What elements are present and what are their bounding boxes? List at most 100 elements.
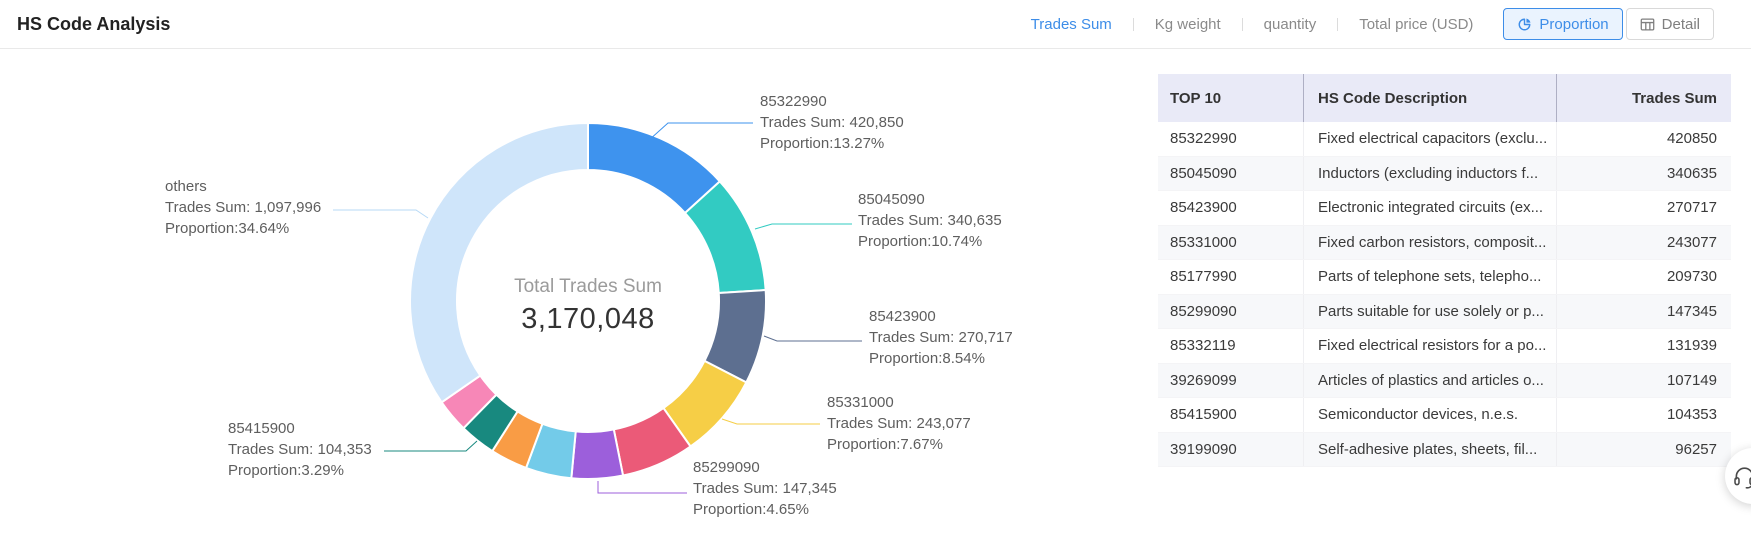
hs-code-cell: 85177990 (1158, 260, 1304, 294)
description-cell: Articles of plastics and articles o... (1304, 363, 1557, 397)
pie-callout-proportion: Proportion:4.65% (693, 501, 809, 518)
column-header-trades-sum: Trades Sum (1631, 89, 1717, 107)
pie-callout-value: Trades Sum: 1,097,996 (165, 199, 322, 216)
hs-code-cell: 85045090 (1158, 156, 1304, 190)
pie-callout-proportion: Proportion:7.67% (827, 436, 943, 453)
pie-chart-icon (1519, 18, 1531, 30)
pie-callout-proportion: Proportion:8.54% (869, 350, 985, 367)
donut-center-label: Total Trades Sum 3,170,048 (514, 276, 662, 336)
hs-code-cell: 85322990 (1158, 122, 1304, 156)
column-header-top10: TOP 10 (1158, 74, 1304, 122)
trades-sum-cell: 107149 (1666, 371, 1717, 389)
trades-sum-cell: 96257 (1675, 440, 1717, 458)
description-cell: Self-adhesive plates, sheets, fil... (1304, 432, 1557, 466)
pie-callout-value: Trades Sum: 147,345 (693, 480, 837, 497)
table-icon (1640, 18, 1654, 30)
trades-sum-cell: 104353 (1666, 406, 1717, 424)
pie-callout-name: 85331000 (827, 394, 894, 411)
hs-code-cell: 39199090 (1158, 432, 1304, 466)
page-header: HS Code Analysis Trades Sum Kg weight qu… (0, 0, 1751, 48)
hs-code-cell: 85331000 (1158, 225, 1304, 259)
pie-callout-value: Trades Sum: 270,717 (869, 329, 1013, 346)
pie-leader-85331000 (721, 418, 820, 425)
pie-callout-name: 85322990 (760, 93, 827, 110)
table-row[interactable]: 85415900 Semiconductor devices, n.e.s. 104… (1158, 398, 1731, 433)
metric-tab-total-price[interactable]: Total price (USD) (1359, 15, 1474, 33)
description-cell: Fixed carbon resistors, composit... (1304, 225, 1557, 259)
pie-leader-others (333, 209, 429, 219)
pie-callout-name: others (165, 178, 207, 195)
pie-callout-85331000: 85331000 Trades Sum: 243,077 Proportion:7.… (827, 392, 971, 455)
page-title: HS Code Analysis (17, 13, 171, 34)
description-cell: Inductors (excluding inductors f... (1304, 156, 1557, 190)
header-divider (0, 48, 1751, 49)
description-cell: Fixed electrical capacitors (exclu... (1304, 122, 1557, 156)
pie-leader-85415900 (384, 440, 478, 452)
pie-callout-85322990: 85322990 Trades Sum: 420,850 Proportion:13… (760, 91, 904, 154)
headset-icon (1734, 466, 1751, 489)
description-cell: Parts of telephone sets, telepho... (1304, 260, 1557, 294)
metric-tab-trades-sum[interactable]: Trades Sum (1030, 15, 1112, 33)
detail-button[interactable]: Detail (1625, 8, 1714, 40)
table-row[interactable]: 39199090 Self-adhesive plates, sheets, fi… (1158, 432, 1731, 467)
trades-sum-cell: 420850 (1666, 130, 1717, 148)
description-cell: Fixed electrical resistors for a po... (1304, 329, 1557, 363)
pie-callout-value: Trades Sum: 340,635 (858, 212, 1002, 229)
pie-leader-85045090 (754, 223, 852, 230)
nav-separator (1337, 17, 1339, 31)
pie-callout-proportion: Proportion:13.27% (760, 135, 885, 152)
pie-callout-name: 85423900 (869, 308, 936, 325)
hs-code-cell: 85423900 (1158, 191, 1304, 225)
pie-callout-value: Trades Sum: 243,077 (827, 415, 971, 432)
proportion-button-label: Proportion (1539, 15, 1609, 33)
donut-center-value: 3,170,048 (521, 303, 655, 335)
table-row[interactable]: 85332119 Fixed electrical resistors for a… (1158, 329, 1731, 364)
hs-code-cell: 85332119 (1158, 329, 1304, 363)
table-body: 85322990 Fixed electrical capacitors (exc… (1158, 122, 1731, 467)
nav-separator (1132, 17, 1134, 31)
pie-leader-85322990 (647, 122, 753, 142)
table-row[interactable]: 85045090 Inductors (excluding inductors f… (1158, 156, 1731, 191)
trades-sum-cell: 340635 (1666, 164, 1717, 182)
column-header-description: HS Code Description (1304, 74, 1557, 122)
pie-callout-value: Trades Sum: 420,850 (760, 114, 904, 131)
top10-table: TOP 10 HS Code Description Trades Sum 85… (1158, 74, 1731, 467)
detail-button-label: Detail (1661, 15, 1700, 33)
donut-center-title: Total Trades Sum (514, 276, 662, 297)
table-row[interactable]: 85423900 Electronic integrated circuits (… (1158, 191, 1731, 226)
metric-nav: Trades Sum Kg weight quantity Total pric… (1031, 0, 1714, 48)
proportion-button[interactable]: Proportion (1503, 8, 1623, 40)
pie-slice-others[interactable] (409, 122, 589, 404)
hs-code-cell: 39269099 (1158, 363, 1304, 397)
table-row[interactable]: 39269099 Articles of plastics and article… (1158, 363, 1731, 398)
pie-callout-proportion: Proportion:10.74% (858, 233, 983, 250)
pie-slice-85299090[interactable] (570, 428, 625, 480)
trades-sum-cell: 147345 (1666, 302, 1717, 320)
table-row[interactable]: 85331000 Fixed carbon resistors, composit… (1158, 225, 1731, 260)
pie-callout-85415900: 85415900 Trades Sum: 104,353 Proportion:3.… (228, 418, 372, 481)
metric-tab-quantity[interactable]: quantity (1263, 15, 1317, 33)
trades-sum-cell: 270717 (1666, 199, 1717, 217)
pie-leader-85299090 (597, 481, 687, 494)
view-toggle-group: Proportion Detail (1503, 8, 1714, 40)
table-row[interactable]: 85322990 Fixed electrical capacitors (exc… (1158, 122, 1731, 157)
description-cell: Parts suitable for use solely or p... (1304, 294, 1557, 328)
metric-tab-kg-weight[interactable]: Kg weight (1154, 15, 1221, 33)
table-row[interactable]: 85299090 Parts suitable for use solely or… (1158, 294, 1731, 329)
hs-code-cell: 85415900 (1158, 398, 1304, 432)
pie-callout-85299090: 85299090 Trades Sum: 147,345 Proportion:4.… (693, 457, 837, 520)
pie-callout-value: Trades Sum: 104,353 (228, 441, 372, 458)
table-row[interactable]: 85177990 Parts of telephone sets, telepho… (1158, 260, 1731, 295)
pie-callout-85423900: 85423900 Trades Sum: 270,717 Proportion:8.… (869, 306, 1013, 369)
description-cell: Semiconductor devices, n.e.s. (1304, 398, 1557, 432)
pie-callout-85045090: 85045090 Trades Sum: 340,635 Proportion:10… (858, 189, 1002, 252)
pie-callout-proportion: Proportion:34.64% (165, 220, 290, 237)
table-header-row: TOP 10 HS Code Description Trades Sum (1158, 74, 1731, 122)
pie-callout-name: 85415900 (228, 420, 295, 437)
pie-callout-others: others Trades Sum: 1,097,996 Proportion:34… (165, 176, 321, 239)
pie-callout-name: 85299090 (693, 459, 760, 476)
pie-callout-proportion: Proportion:3.29% (228, 462, 344, 479)
hs-code-cell: 85299090 (1158, 294, 1304, 328)
pie-callout-name: 85045090 (858, 191, 925, 208)
